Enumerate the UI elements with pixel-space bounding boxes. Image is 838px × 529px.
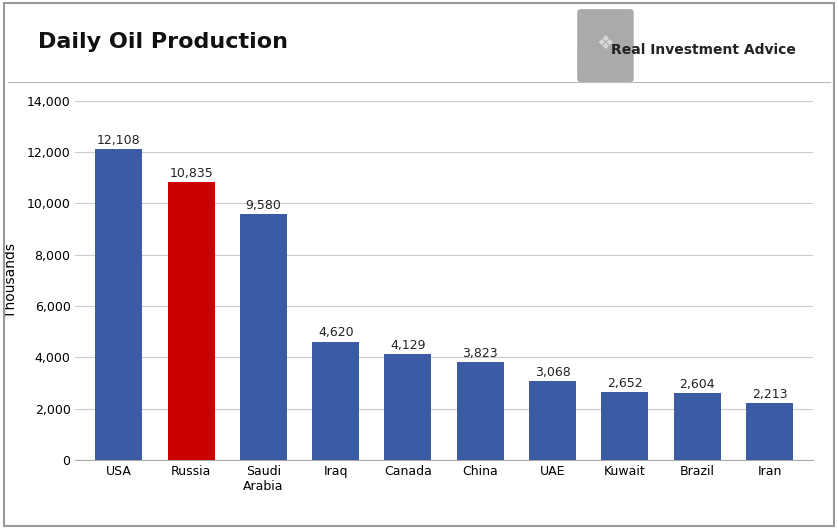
Text: 12,108: 12,108 <box>97 134 141 147</box>
FancyBboxPatch shape <box>582 11 629 53</box>
Bar <box>313 342 360 460</box>
Bar <box>240 214 287 460</box>
FancyBboxPatch shape <box>577 9 634 82</box>
Bar <box>96 149 142 460</box>
Text: 9,580: 9,580 <box>246 199 282 212</box>
Bar <box>168 182 215 460</box>
Text: 2,652: 2,652 <box>607 377 643 390</box>
Bar <box>385 354 432 460</box>
Y-axis label: Thousands: Thousands <box>4 243 18 318</box>
Text: 4,129: 4,129 <box>391 339 426 352</box>
Text: 3,068: 3,068 <box>535 367 571 379</box>
Text: 10,835: 10,835 <box>169 167 213 180</box>
Text: ❖: ❖ <box>597 34 614 53</box>
Bar <box>457 362 504 460</box>
Bar <box>529 381 576 460</box>
Text: 2,604: 2,604 <box>680 378 715 391</box>
Text: 4,620: 4,620 <box>318 326 354 340</box>
Text: Daily Oil Production: Daily Oil Production <box>38 32 287 52</box>
Bar <box>674 394 721 460</box>
Bar <box>746 404 793 460</box>
Text: 2,213: 2,213 <box>752 388 787 402</box>
Text: Real Investment Advice: Real Investment Advice <box>611 43 796 57</box>
Text: 3,823: 3,823 <box>463 347 498 360</box>
Bar <box>602 392 649 460</box>
